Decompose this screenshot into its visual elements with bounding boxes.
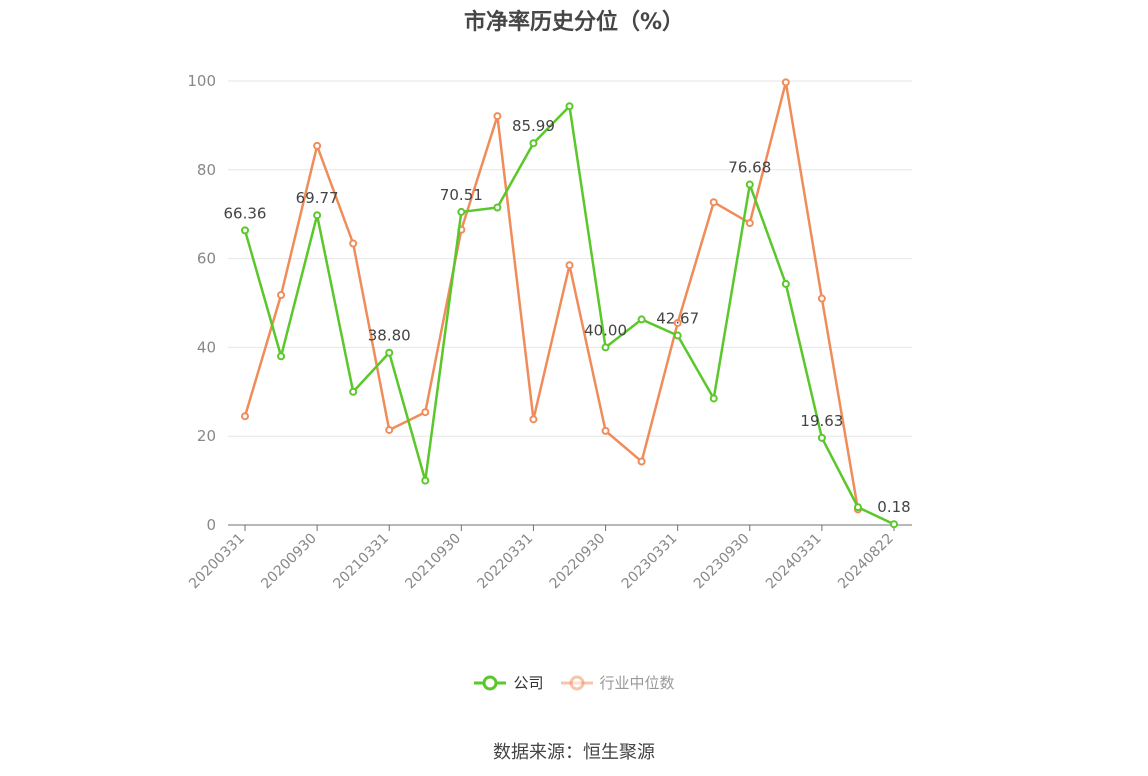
data-point-company xyxy=(241,226,249,235)
legend-label-company: 公司 xyxy=(513,674,544,692)
data-point-company xyxy=(277,352,286,361)
series-line-company xyxy=(243,105,895,526)
data-point-company xyxy=(745,180,754,189)
data-point-industry xyxy=(745,219,754,228)
data-point-company xyxy=(817,433,826,442)
data-label: 40.00 xyxy=(584,321,627,339)
data-point-company xyxy=(421,476,430,485)
data-point-industry xyxy=(241,412,249,421)
x-tick-label: 20240331 xyxy=(763,531,825,593)
data-labels: 66.36 69.77 38.80 70.51 85.99 40.00 42.67 76.68… xyxy=(224,117,911,516)
data-point-company xyxy=(385,348,394,357)
axes: 0 20 40 60 80 100 20200331 20200930 20210331 2021… xyxy=(186,72,912,592)
data-label: 76.68 xyxy=(728,159,771,177)
series-lines xyxy=(241,78,898,529)
x-tick-label: 20240822 xyxy=(835,531,897,593)
y-tick-label: 40 xyxy=(197,338,216,356)
data-point-company xyxy=(529,139,538,148)
data-label: 85.99 xyxy=(512,117,555,135)
x-tick-label: 20200331 xyxy=(186,531,248,593)
legend-company-icon xyxy=(474,675,507,690)
legend-item-company[interactable]: 公司 xyxy=(473,672,544,693)
data-point-company xyxy=(349,387,358,396)
y-tick-label: 80 xyxy=(197,161,216,179)
y-tick-label: 60 xyxy=(197,250,216,268)
x-tick-label: 20230331 xyxy=(619,531,681,593)
y-tick-label: 0 xyxy=(206,516,216,534)
data-point-company xyxy=(637,315,646,324)
chart-title: 市净率历史分位（%） xyxy=(463,10,685,35)
source-note: 数据来源：恒生聚源 xyxy=(493,742,655,763)
x-tick-label: 20210930 xyxy=(402,531,464,593)
data-label: 42.67 xyxy=(656,310,699,328)
data-label: 70.51 xyxy=(440,186,483,204)
data-point-industry xyxy=(385,425,394,434)
data-point-company xyxy=(673,331,682,340)
y-tick-label: 20 xyxy=(197,427,216,445)
data-label: 38.80 xyxy=(368,327,411,345)
x-tick-label: 20200930 xyxy=(258,531,320,593)
data-point-company xyxy=(890,520,898,529)
data-point-company xyxy=(313,211,322,220)
x-tick-label: 20220930 xyxy=(547,531,609,593)
grid-lines xyxy=(228,80,912,437)
data-point-industry xyxy=(637,457,646,466)
data-point-company xyxy=(709,394,718,403)
data-point-industry xyxy=(565,261,574,270)
data-point-industry xyxy=(493,112,502,121)
data-point-industry xyxy=(709,198,718,207)
x-tick-label: 20210331 xyxy=(330,531,392,593)
data-point-company xyxy=(493,203,502,212)
data-point-industry xyxy=(781,78,790,87)
data-point-industry xyxy=(601,426,610,435)
data-point-company xyxy=(853,503,862,512)
data-point-industry xyxy=(277,291,286,300)
data-label: 66.36 xyxy=(224,204,267,222)
y-tick-label: 100 xyxy=(187,72,216,90)
data-point-company xyxy=(565,102,574,111)
x-tick-label: 20220331 xyxy=(475,531,537,593)
data-point-industry xyxy=(817,294,826,303)
data-point-industry xyxy=(421,408,430,417)
legend-label-industry: 行业中位数 xyxy=(599,674,675,692)
data-point-industry xyxy=(313,141,322,150)
legend-industry-icon xyxy=(560,675,593,690)
data-point-industry xyxy=(673,318,682,327)
data-label: 19.63 xyxy=(800,412,843,430)
legend-item-industry[interactable]: 行业中位数 xyxy=(560,672,675,693)
data-point-company xyxy=(781,279,790,288)
data-point-company xyxy=(457,207,466,216)
data-label: 69.77 xyxy=(296,189,339,207)
data-point-industry xyxy=(349,239,358,248)
data-point-industry xyxy=(529,415,538,424)
series-line-industry xyxy=(243,81,860,510)
line-chart: 0 20 40 60 80 100 20200331 20200930 20210331 2021… xyxy=(186,72,912,592)
data-point-company xyxy=(601,343,610,352)
x-tick-label: 20230930 xyxy=(691,531,753,593)
data-label: 0.18 xyxy=(877,498,910,516)
legend: 公司 行业中位数 xyxy=(0,672,1148,693)
